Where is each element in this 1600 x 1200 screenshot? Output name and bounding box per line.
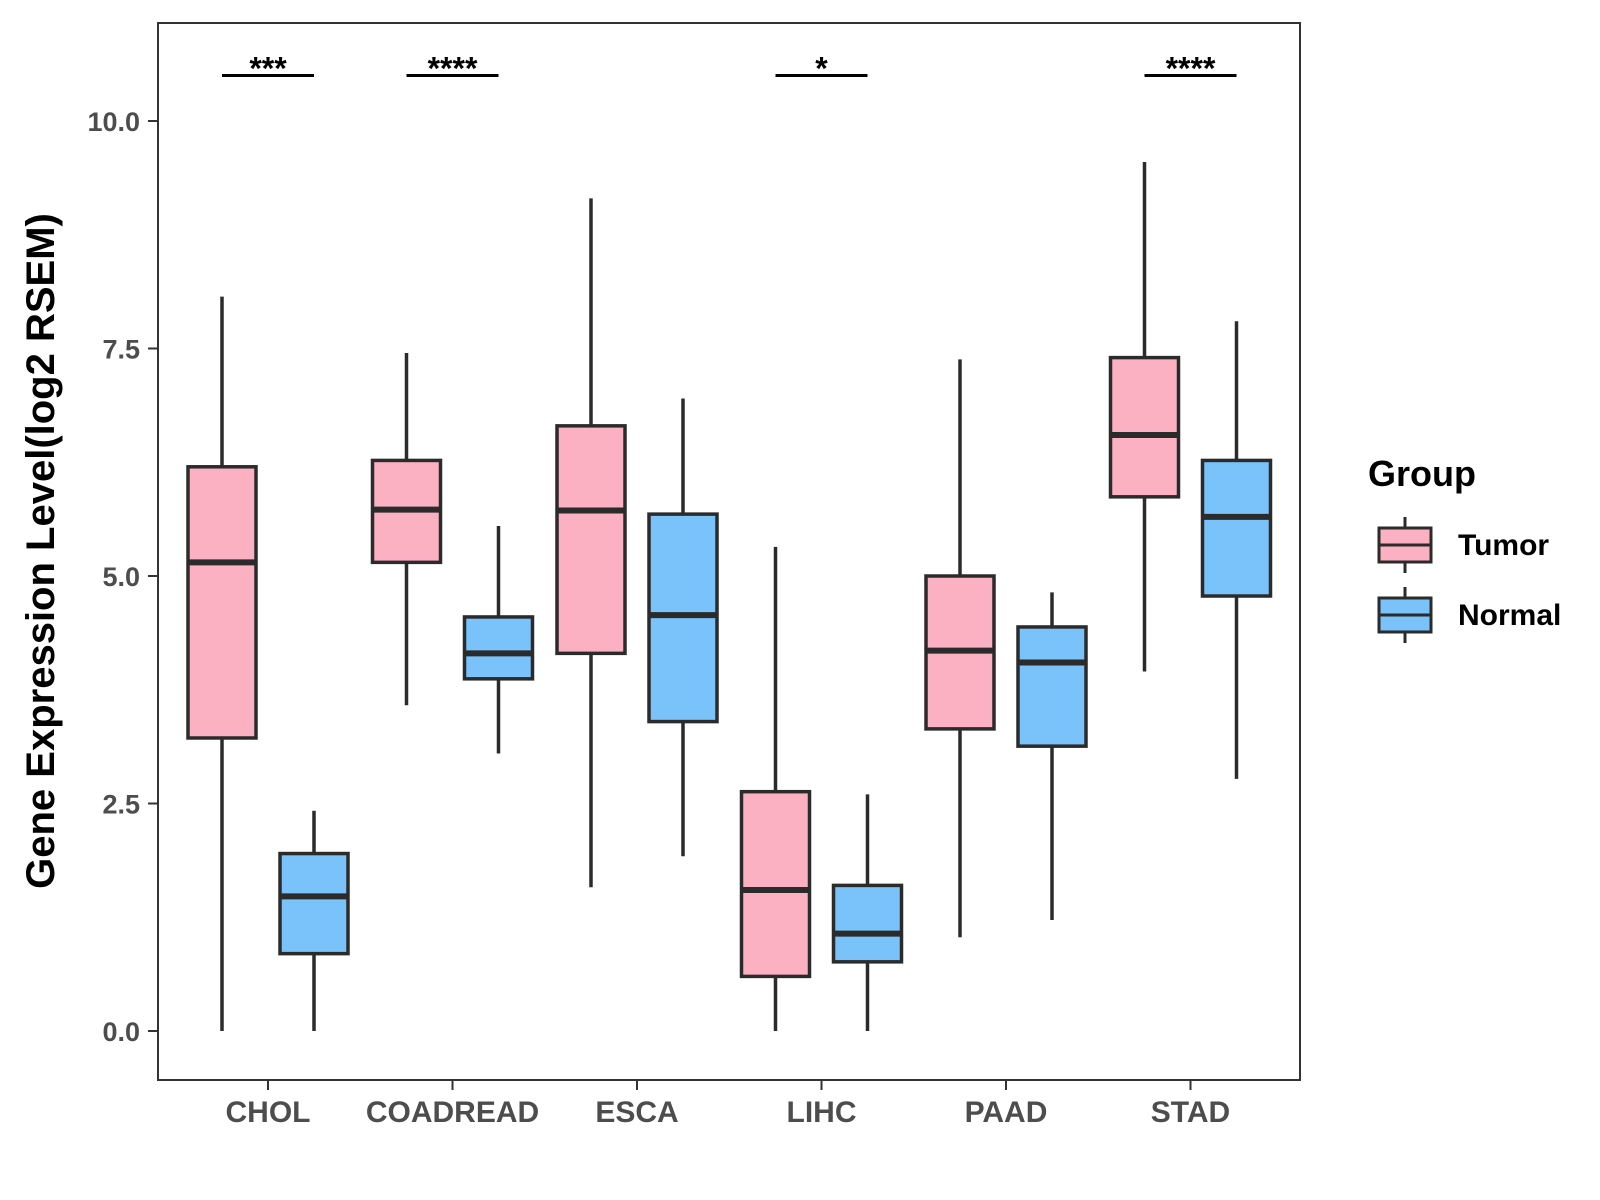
x-tick-label: LIHC (787, 1096, 857, 1129)
box-normal-lihc (831, 794, 904, 1031)
x-tick-label: PAAD (965, 1096, 1048, 1129)
x-tick-label: CHOL (226, 1096, 311, 1129)
y-tick-label: 5.0 (102, 562, 140, 592)
box-tumor-esca (555, 198, 627, 888)
x-axis: CHOL COADREAD ESCA LIHC PAAD STAD (226, 1080, 1230, 1129)
box-tumor-chol (186, 296, 258, 1031)
legend-label: Tumor (1458, 529, 1549, 562)
y-axis-title: Gene Expression Level(log2 RSEM) (19, 213, 63, 889)
y-tick-label: 7.5 (102, 335, 140, 365)
legend-title: Group (1368, 453, 1476, 494)
box-iqr (462, 615, 535, 681)
y-axis: 0.0 2.5 5.0 7.5 10.0 (87, 107, 158, 1047)
box-normal-chol (278, 810, 350, 1031)
box-iqr (186, 465, 258, 740)
y-tick-label: 0.0 (102, 1017, 140, 1047)
box-iqr (1108, 355, 1181, 499)
box-tumor-coadread (370, 353, 443, 706)
legend: Group Tumor Normal (1368, 453, 1561, 643)
box-tumor-stad (1108, 161, 1181, 672)
box-normal-coadread (462, 525, 535, 754)
box-iqr (555, 424, 627, 656)
significance-label: * (815, 51, 828, 87)
box-normal-paad (1016, 592, 1088, 920)
legend-label: Normal (1458, 599, 1561, 632)
box-iqr (831, 883, 904, 964)
box-tumor-paad (924, 359, 996, 938)
significance-label: **** (1166, 51, 1216, 87)
y-tick-label: 10.0 (87, 107, 140, 137)
significance-annotations: *** **** * **** (222, 51, 1237, 87)
box-normal-stad (1200, 321, 1273, 779)
legend-entry-normal: Normal (1377, 587, 1561, 643)
box-tumor-lihc (739, 546, 812, 1031)
x-tick-label: STAD (1151, 1096, 1230, 1129)
box-iqr (278, 851, 350, 956)
box-iqr (739, 789, 812, 979)
significance-label: **** (428, 51, 478, 87)
box-iqr (1200, 458, 1273, 598)
legend-entry-tumor: Tumor (1377, 517, 1549, 573)
significance-label: *** (249, 51, 287, 87)
box-normal-esca (647, 398, 719, 857)
box-series (186, 161, 1273, 1031)
box-iqr (1016, 625, 1088, 748)
y-tick-label: 2.5 (102, 790, 140, 820)
x-tick-label: ESCA (595, 1096, 678, 1129)
x-tick-label: COADREAD (366, 1096, 539, 1129)
